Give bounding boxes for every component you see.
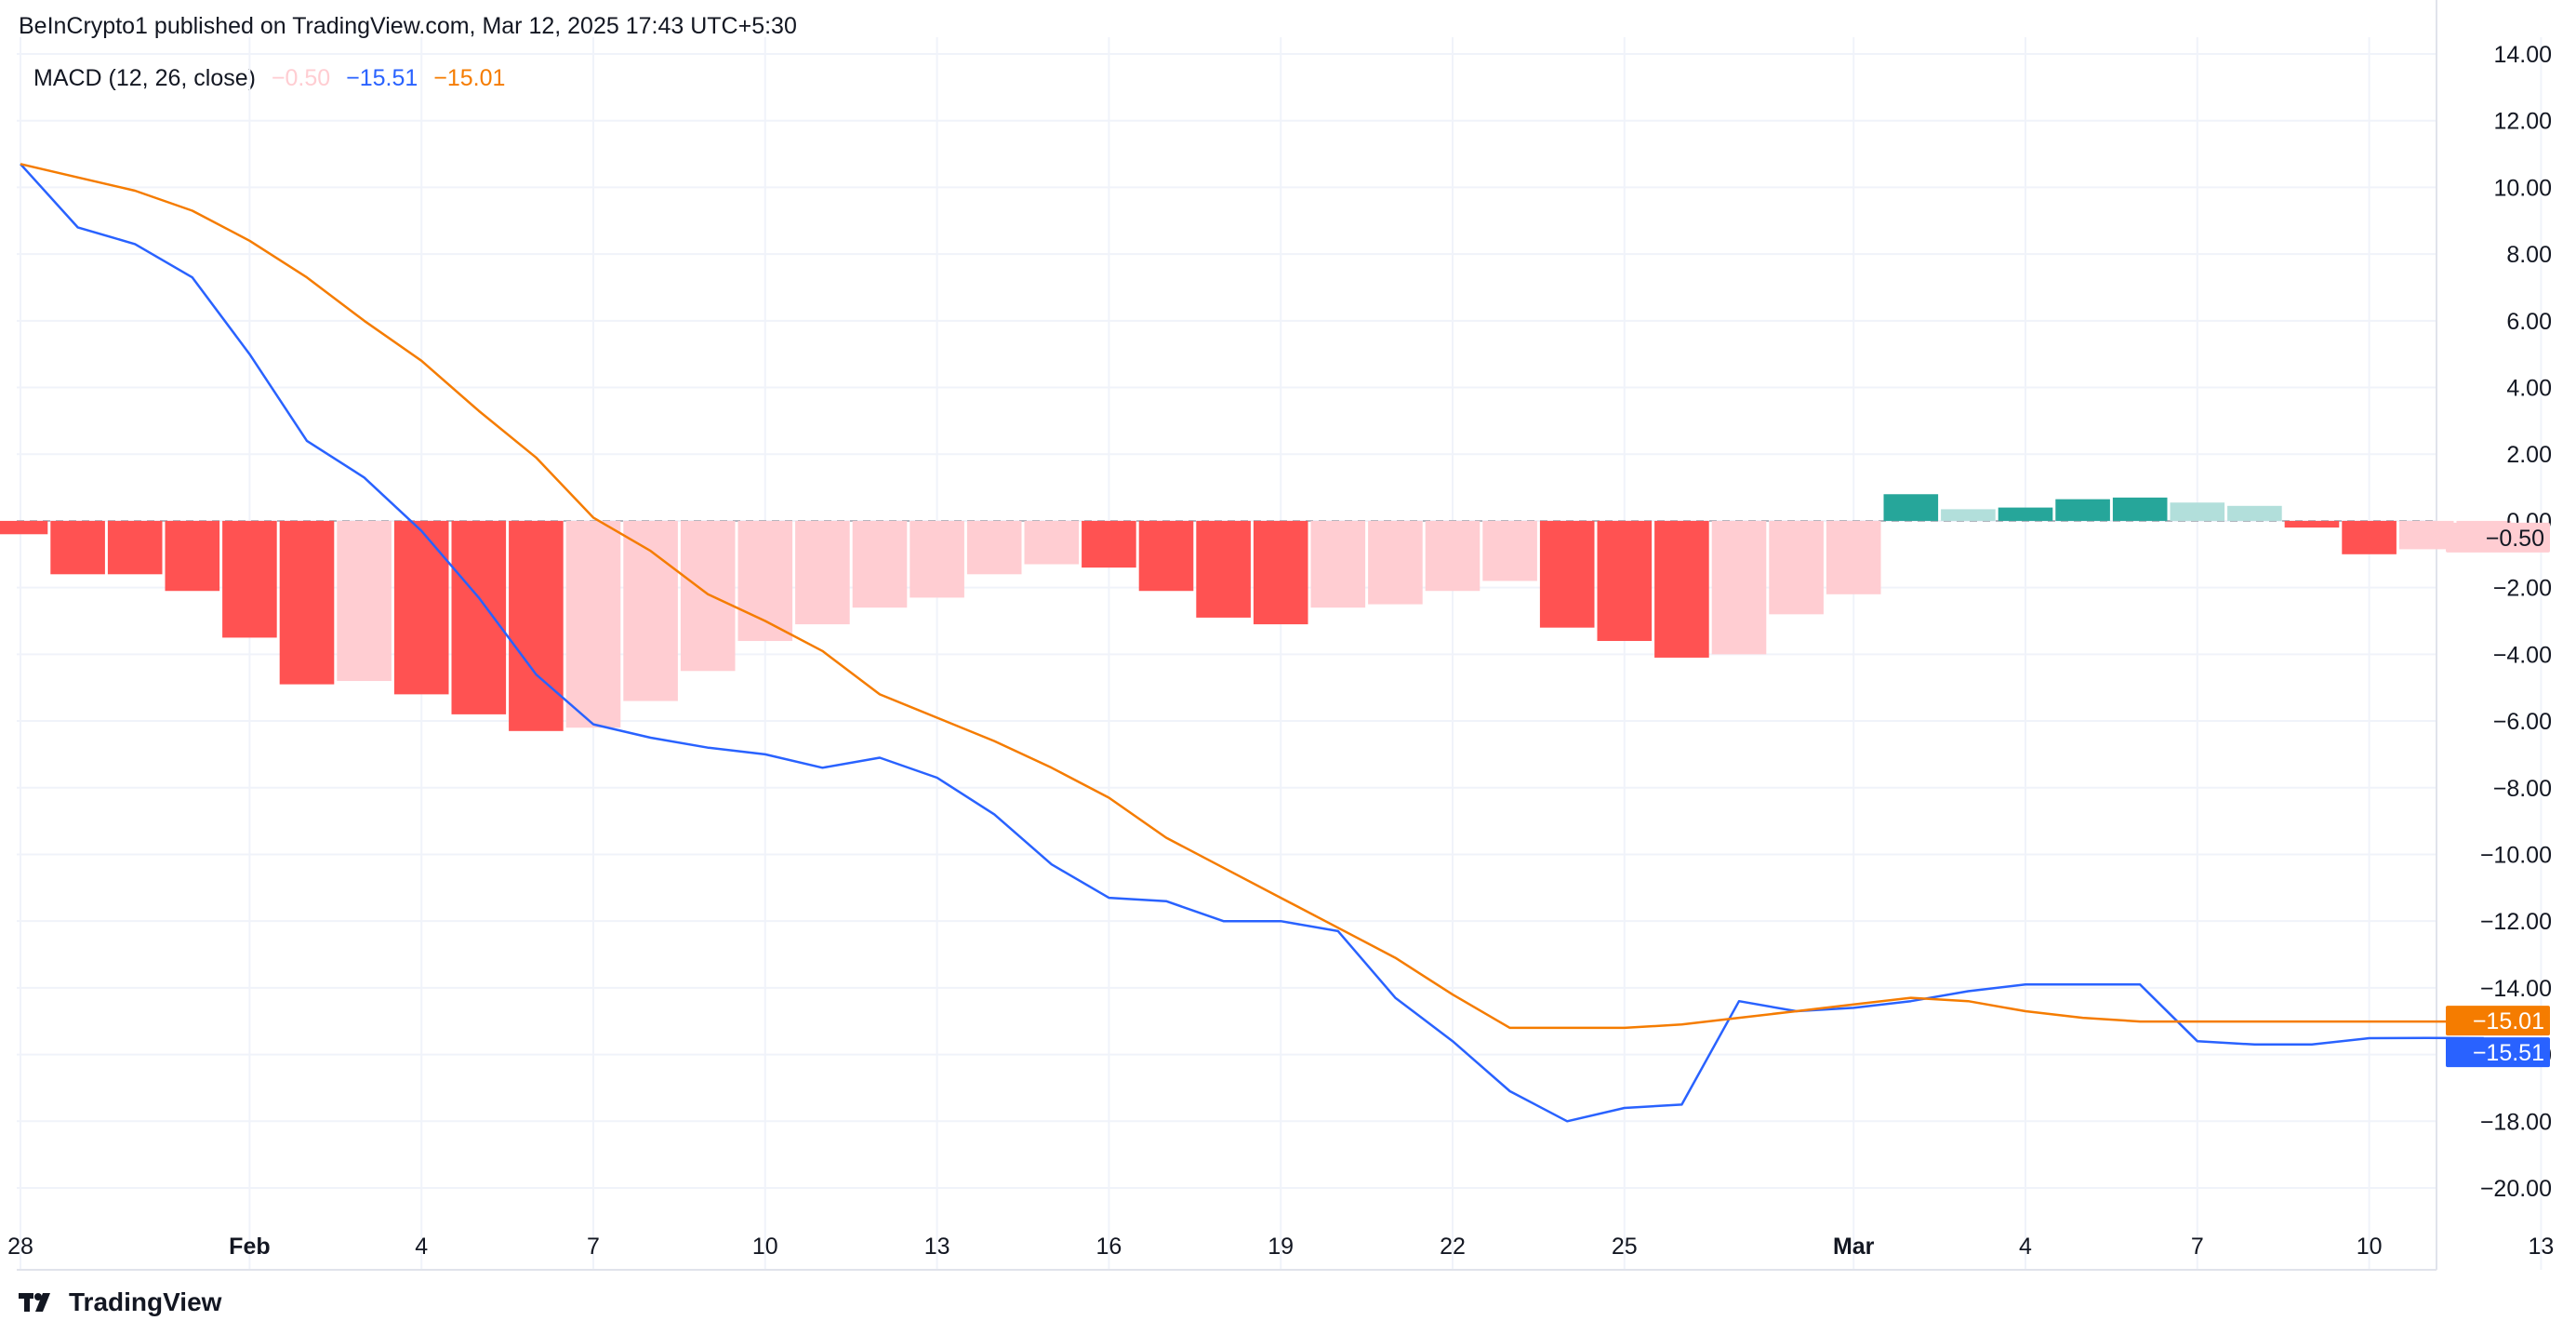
signal-line [20,163,2484,1030]
histogram-bar [852,520,908,608]
badge-text: −15.01 [2473,1008,2544,1034]
y-tick-label: −8.00 [2493,776,2552,802]
histogram-bar [623,520,678,701]
y-tick-label: −12.00 [2480,909,2552,935]
histogram-bar [451,520,507,714]
histogram-bar [910,520,964,598]
histogram-bar [966,520,1022,575]
legend-macd-value: −15.51 [346,65,418,91]
histogram-bar [279,520,335,685]
histogram-bar [50,520,105,575]
legend-histogram-value: −0.50 [271,65,331,91]
signal-last-value-badge: −15.01 [2446,1006,2550,1036]
histogram-bar [2112,497,2168,521]
tradingview-logo-icon [19,1293,50,1312]
x-tick-label: 19 [1268,1234,1294,1260]
indicator-legend[interactable]: MACD (12, 26, close) −0.50 −15.51 −15.01 [33,65,514,92]
x-tick-label: 13 [2528,1234,2554,1260]
x-tick-label: 4 [2019,1234,2032,1260]
histogram-bar [1654,520,1709,658]
histogram-bar [2227,505,2282,521]
histogram-bar [2055,499,2110,521]
publish-info: BeInCrypto1 published on TradingView.com… [19,13,797,39]
histogram-last-value-badge: −0.50 [2446,522,2550,553]
legend-signal-value: −15.01 [433,65,506,91]
y-tick-label: 8.00 [2506,242,2552,268]
histogram-bar [1941,509,1996,521]
x-tick-label: 16 [1095,1234,1122,1260]
x-tick-label: 28 [7,1234,33,1260]
histogram-bar [165,520,220,592]
y-tick-label: 6.00 [2506,309,2552,335]
tradingview-branding[interactable]: TradingView [19,1284,221,1321]
histogram-bar [2170,502,2225,521]
histogram-bar [1826,520,1881,594]
histogram-bar [1539,520,1595,628]
histogram-bar [509,520,564,731]
histogram-bar [680,520,736,672]
badge-text: −0.50 [2486,526,2544,552]
y-tick-label: −6.00 [2493,709,2552,735]
macd-last-value-badge: −15.51 [2446,1037,2550,1068]
y-tick-label: 4.00 [2506,376,2552,402]
histogram-bar [1082,520,1136,568]
tradingview-wordmark: TradingView [69,1287,222,1316]
badge-background [2446,1006,2550,1036]
histogram-bar [337,520,392,682]
histogram-bar [1024,520,1080,565]
x-tick-label: 7 [587,1234,600,1260]
histogram-bar [1196,520,1251,618]
y-tick-label: −4.00 [2493,642,2552,668]
histogram-bar [107,520,163,575]
x-tick-label: 25 [1612,1234,1638,1260]
histogram-bar [737,520,793,642]
y-tick-label: 14.00 [2493,42,2552,68]
y-tick-label: 12.00 [2493,109,2552,135]
histogram-bar [1310,520,1366,608]
histogram-bar [2284,520,2340,528]
histogram-bar [1998,507,2053,521]
histogram-bar [565,520,621,728]
x-tick-label: 7 [2191,1234,2204,1260]
x-tick-label: 10 [2357,1234,2383,1260]
histogram-bar [393,520,449,695]
badge-background [2446,522,2550,553]
histogram-bar [2398,520,2454,550]
histogram-bar [1138,520,1194,592]
badge-background [2446,1037,2550,1068]
x-tick-label: 10 [752,1234,778,1260]
y-tick-label: −18.00 [2480,1109,2552,1135]
x-tick-label: Feb [229,1234,270,1260]
macd-line [20,163,2484,1123]
histogram-bar [795,520,850,625]
x-tick-label: 4 [415,1234,428,1260]
y-tick-label: 2.00 [2506,442,2552,468]
histogram-bar [1368,520,1423,605]
x-tick-label: 22 [1440,1234,1466,1260]
histogram-bar [2342,520,2397,554]
y-tick-label: −10.00 [2480,842,2552,868]
histogram-bar [1482,520,1537,581]
histogram-bar [1597,520,1653,642]
y-tick-label: −20.00 [2480,1176,2552,1202]
histogram-bar [0,520,48,535]
histogram-bar [1711,520,1767,655]
x-tick-label: Mar [1833,1234,1875,1260]
y-tick-label: 10.00 [2493,175,2552,201]
legend-title: MACD (12, 26, close) [33,65,256,91]
histogram-bar [1425,520,1481,592]
histogram-bar [222,520,277,638]
badge-text: −15.51 [2473,1040,2544,1066]
histogram-bar [1253,520,1308,625]
histogram-bar [1769,520,1824,615]
histogram-bar [1883,494,1939,521]
x-tick-label: 13 [924,1234,950,1260]
y-tick-label: −2.00 [2493,576,2552,602]
y-tick-label: −14.00 [2480,976,2552,1002]
